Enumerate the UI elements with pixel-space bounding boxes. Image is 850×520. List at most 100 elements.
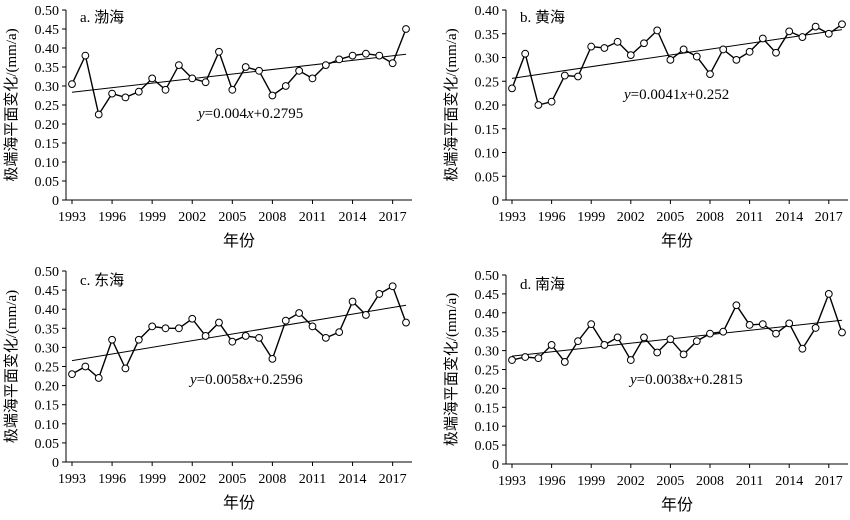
trend-equation: y=0.004x+0.2795 [196, 106, 303, 122]
data-point [560, 358, 569, 366]
y-tick-label: 0.50 [35, 4, 60, 19]
data-point [108, 89, 116, 98]
data-point [574, 72, 582, 81]
x-tick-label: 2008 [696, 474, 724, 489]
trend-equation: y=0.0038x+0.2815 [628, 372, 743, 388]
y-tick-label: 0 [492, 194, 499, 209]
data-point [201, 332, 210, 340]
y-tick-label: 0.30 [35, 80, 60, 95]
data-point [268, 91, 277, 100]
y-axis-title: 极端海平面变化/(mm/a) [3, 28, 20, 181]
data-point [534, 354, 543, 363]
data-point [268, 354, 277, 363]
y-tick-label: 0.10 [35, 418, 60, 433]
x-tick-label: 2008 [258, 472, 286, 487]
data-point [335, 328, 344, 337]
y-tick-label: 0.20 [475, 99, 500, 114]
chart-panel-d: 0 0.05 0.10 0.15 0.20 0.25 0.30 0.35 0.40 0.45 0.5… [443, 269, 848, 514]
data-point [824, 29, 833, 38]
x-tick-label: 2002 [178, 472, 206, 487]
data-point [321, 333, 330, 342]
x-tick-label: 1996 [538, 474, 566, 489]
data-point [626, 356, 635, 364]
x-tick-label: 2005 [656, 210, 684, 225]
y-tick-label: 0.15 [35, 137, 60, 152]
data-point [348, 297, 357, 306]
data-point [402, 318, 410, 327]
data-point [281, 316, 290, 325]
data-point [201, 78, 210, 87]
data-point [666, 55, 675, 64]
y-tick-label: 0.25 [475, 364, 500, 379]
y-tick-label: 0.10 [475, 420, 500, 435]
data-point [375, 290, 384, 298]
data-point [653, 348, 662, 357]
data-point [758, 320, 767, 329]
y-tick-label: 0.15 [35, 399, 60, 414]
x-tick-label: 1999 [138, 210, 166, 225]
x-tick-label: 2014 [339, 472, 367, 487]
y-tick-label: 0.05 [475, 439, 500, 454]
data-point [161, 324, 170, 333]
data-point [745, 320, 754, 329]
data-point [547, 97, 556, 106]
data-point [241, 63, 250, 71]
data-point [215, 318, 223, 327]
y-tick-label: 0.20 [35, 380, 60, 395]
y-tick-label: 0.15 [475, 123, 500, 138]
data-point [148, 322, 157, 331]
y-tick-label: 0.10 [475, 147, 500, 162]
data-point [732, 55, 741, 64]
data-point [785, 27, 794, 36]
x-tick-label: 1996 [98, 210, 126, 225]
x-tick-label: 1993 [58, 210, 86, 225]
data-point [281, 82, 290, 90]
y-tick-label: 0.50 [475, 269, 500, 284]
x-tick-label: 2002 [617, 474, 645, 489]
data-point [308, 322, 317, 331]
data-point [335, 55, 344, 64]
y-tick-label: 0.40 [475, 4, 500, 19]
data-point [121, 364, 130, 373]
data-point [838, 20, 846, 29]
y-tick-label: 0.30 [35, 341, 60, 356]
y-tick-label: 0.40 [475, 307, 500, 322]
data-point [706, 70, 714, 79]
data-point [534, 101, 543, 109]
chart-panel-b: 0 0.05 0.10 0.15 0.20 0.25 0.30 0.35 0.40 1993 199… [443, 4, 848, 250]
y-tick-label: 0.20 [475, 382, 500, 397]
series-line [71, 28, 407, 117]
data-point [148, 74, 157, 83]
data-point [521, 49, 530, 58]
trend-line [71, 304, 407, 362]
x-tick-label: 2011 [299, 472, 326, 487]
data-point [295, 309, 304, 317]
y-tick-label: 0 [52, 194, 59, 209]
x-axis-title: 年份 [223, 494, 255, 512]
data-point [508, 84, 516, 93]
data-point [798, 344, 807, 353]
panel-title: c. 东海 [80, 272, 124, 289]
data-point [108, 335, 116, 344]
data-point [600, 341, 609, 349]
data-point [362, 49, 370, 58]
data-point [94, 374, 103, 382]
chart-panel-a: 0 0.05 0.10 0.15 0.20 0.25 0.30 0.35 0.40 0.45 0.5… [3, 4, 412, 250]
y-tick-label: 0.45 [35, 284, 60, 299]
data-point [81, 362, 90, 371]
y-tick-label: 0.05 [35, 175, 60, 190]
x-tick-label: 2014 [339, 210, 367, 225]
data-point [785, 319, 794, 328]
x-tick-label: 2011 [736, 474, 763, 489]
data-point [188, 314, 197, 323]
trend-equation: y=0.0041x+0.252 [622, 87, 729, 103]
y-tick-label: 0.05 [475, 170, 500, 185]
data-point [348, 51, 357, 60]
x-axis-title: 年份 [661, 232, 693, 250]
y-tick-label: 0.20 [35, 118, 60, 133]
panel-title: b. 黄海 [520, 9, 565, 26]
data-point [134, 87, 143, 96]
data-point [574, 337, 582, 346]
y-tick-label: 0.30 [475, 52, 500, 67]
